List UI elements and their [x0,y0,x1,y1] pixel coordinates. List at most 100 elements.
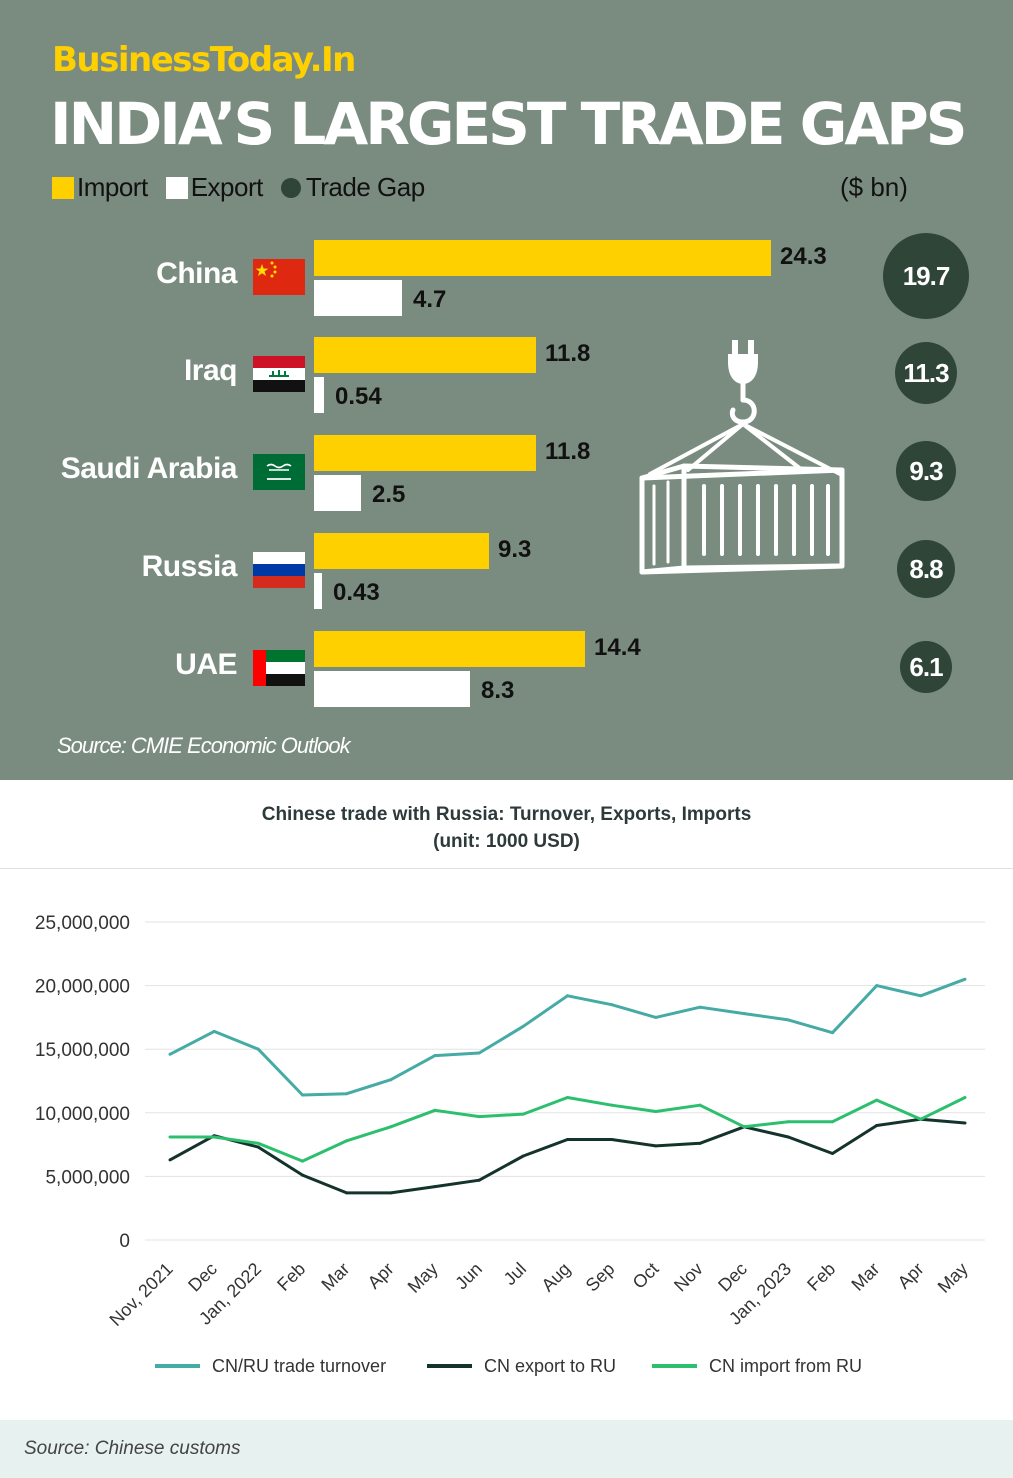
export-swatch [165,176,188,199]
uae-flag-icon [253,650,305,686]
bar-chart-source: Source: CMIE Economic Outlook [57,733,351,758]
export-value-uae: 8.3 [481,677,515,704]
x-tick-label: Mar [847,1259,883,1295]
russia-flag-icon [253,552,305,588]
import-line-point [212,1135,216,1139]
turnover-line-point [521,1024,525,1028]
x-tick-label: Nov [670,1259,707,1296]
trade-gap-value-china: 19.7 [883,233,969,319]
export-line-point [389,1191,393,1195]
import-line-point [831,1120,834,1124]
legend-item-turnover-label: CN/RU trade turnover [212,1356,386,1376]
line-chart-panel: Chinese trade with Russia: Turnover, Exp… [0,780,1013,1478]
line-chart-subtitle: (unit: 1000 USD) [433,831,580,852]
x-tick-label: Jun [451,1259,486,1294]
y-tick-label: 0 [119,1231,130,1252]
y-tick-label: 20,000,000 [35,977,130,998]
turnover-line-point [168,1052,172,1056]
import-line-point [168,1135,172,1139]
y-tick-label: 10,000,000 [35,1104,130,1125]
x-tick-label: Feb [273,1259,309,1295]
y-tick-label: 25,000,000 [35,913,130,934]
export-line-point [654,1144,658,1148]
trade-gap-value-iraq: 11.3 [895,342,957,404]
turnover-line-point [919,994,923,998]
export-line-point [168,1158,172,1162]
export-line-point [566,1138,569,1142]
line-chart: 0 5,000,000 10,000,000 15,000,000 20,000,000… [35,913,985,1376]
country-label-iraq: Iraq [183,354,238,387]
import-value-uae: 14.4 [594,634,641,661]
country-label-uae: UAE [175,648,237,681]
y-tick-label: 5,000,000 [45,1167,130,1188]
export-line-point [831,1152,834,1156]
iraq-flag-icon [253,356,305,392]
import-line-point [654,1110,658,1114]
export-line-point [345,1191,349,1195]
line-chart-source: Source: Chinese customs [24,1438,241,1459]
export-line-point [301,1173,304,1177]
turnover-line-point [875,984,879,988]
legend-gap-label: Trade Gap [305,172,425,202]
legend-item-export-ru-label: CN export to RU [484,1356,616,1376]
import-line-point [477,1115,481,1119]
x-tick-label: Dec [184,1259,221,1296]
source-footer: Source: Chinese customs [0,1420,1013,1478]
turnover-line-point [256,1047,260,1051]
legend-export-label: Export [190,172,264,202]
export-bar-uae [314,671,470,707]
import-value-iraq: 11.8 [545,340,591,367]
legend-item-gap: Trade Gap [280,172,425,203]
import-line-point [256,1141,260,1145]
import-line-point [610,1103,614,1107]
turnover-line-point [212,1029,216,1033]
legend-item-export: Export [165,172,264,203]
export-value-china: 4.7 [413,286,447,313]
x-tick-label: Dec [714,1259,751,1296]
turnover-line-point [654,1015,658,1019]
shipping-container-icon [639,340,845,575]
import-line-point [963,1096,967,1100]
export-line-point [256,1145,260,1149]
unit-label: ($ bn) [840,172,908,202]
import-bar-china [314,240,771,276]
trade-gap-value-uae: 6.1 [900,641,952,693]
turnover-line-point [963,977,967,981]
x-tick-label: Feb [803,1259,839,1295]
x-tick-label: May [934,1259,972,1297]
export-bar-china [314,280,402,316]
legend-item-import-ru-label: CN import from RU [709,1356,862,1376]
import-value-saudi-arabia: 11.8 [545,438,591,465]
country-label-saudi-arabia: Saudi Arabia [60,452,238,485]
turnover-line-point [389,1078,393,1082]
x-tick-label: Apr [894,1259,928,1293]
divider [0,868,1013,869]
x-tick-label: May [404,1259,442,1297]
x-tick-label: Sep [582,1259,619,1296]
export-line-point [521,1154,525,1158]
turnover-line-point [566,994,569,998]
brand-logo-text: BusinessToday.In [52,40,356,80]
import-line-point [301,1159,304,1163]
legend-item-import: Import [52,172,148,203]
china-flag-icon [253,259,305,295]
y-tick-label: 15,000,000 [35,1040,130,1061]
country-label-russia: Russia [141,550,238,583]
turnover-line-point [698,1005,702,1009]
import-line-point [566,1096,569,1100]
turnover-line-point [433,1054,437,1058]
import-swatch [52,176,74,199]
x-tick-label: Jul [500,1259,530,1289]
export-line-point [963,1121,967,1125]
export-bar-russia [314,573,322,609]
x-tick-label: Mar [317,1259,353,1295]
trade-gap-value-russia: 8.8 [897,540,955,598]
import-line-point [919,1117,923,1121]
import-line-point [433,1108,437,1112]
trade-gap-panel: BusinessToday.In INDIA’S LARGEST TRADE G… [0,0,1013,780]
x-tick-label: Oct [629,1259,663,1293]
import-line-point [742,1125,746,1129]
export-value-russia: 0.43 [333,579,380,606]
export-line-point [477,1178,481,1182]
country-label-china: China [156,257,237,290]
